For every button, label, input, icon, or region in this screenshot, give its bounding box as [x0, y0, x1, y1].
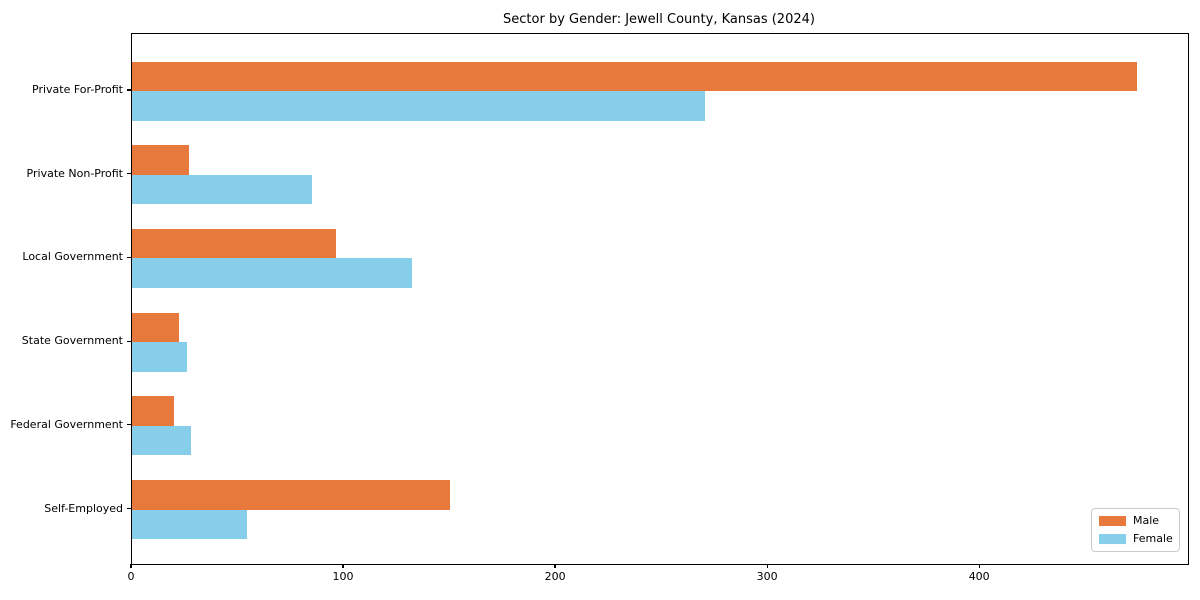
legend-entry-female: Female	[1099, 532, 1173, 546]
legend-entry-male: Male	[1099, 514, 1172, 528]
legend-swatch-female	[1099, 534, 1126, 544]
y-tick-mark	[127, 89, 131, 91]
plot-area	[131, 33, 1189, 565]
y-tick-label-local-government: Local Government	[22, 250, 123, 264]
bar-female-federal-government	[132, 425, 192, 456]
bar-male-federal-government	[132, 396, 175, 426]
x-tick-mark	[554, 564, 556, 568]
bar-male-private-non-profit	[132, 145, 190, 175]
y-tick-label-federal-government: Federal Government	[10, 417, 123, 431]
x-tick-label-100: 100	[332, 570, 354, 583]
x-tick-mark	[342, 564, 344, 568]
bar-female-private-non-profit	[132, 174, 313, 205]
x-tick-label-0: 0	[127, 570, 135, 583]
legend: Male Female	[1091, 508, 1180, 552]
bar-female-private-for-profit	[132, 91, 705, 121]
y-tick-label-private-for-profit: Private For-Profit	[32, 83, 123, 96]
x-tick-mark	[978, 564, 980, 568]
y-tick-mark	[127, 173, 131, 175]
bar-male-self-employed	[132, 480, 451, 510]
y-tick-mark	[127, 340, 131, 342]
x-tick-label-200: 200	[544, 570, 566, 583]
chart-title: Sector by Gender: Jewell County, Kansas …	[503, 12, 815, 27]
bar-female-local-government	[132, 258, 412, 288]
x-tick-label-400: 400	[968, 570, 990, 583]
legend-swatch-male	[1099, 516, 1126, 526]
bar-male-local-government	[132, 228, 336, 259]
y-tick-label-self-employed: Self-Employed	[44, 501, 123, 515]
y-tick-mark	[127, 256, 131, 258]
y-tick-mark	[127, 424, 131, 426]
legend-label: Female	[1133, 532, 1173, 545]
y-tick-label-state-government: State Government	[21, 334, 123, 348]
y-tick-mark	[127, 507, 131, 510]
bar-male-state-government	[132, 312, 179, 343]
x-tick-mark	[130, 564, 132, 568]
legend-label: Male	[1133, 514, 1160, 527]
x-tick-label-300: 300	[756, 570, 778, 583]
bar-male-private-for-profit	[132, 61, 1138, 91]
y-tick-label-private-non-profit: Private Non-Profit	[26, 166, 123, 180]
bar-female-self-employed	[132, 509, 247, 539]
x-tick-mark	[766, 564, 768, 568]
bar-female-state-government	[132, 342, 188, 372]
